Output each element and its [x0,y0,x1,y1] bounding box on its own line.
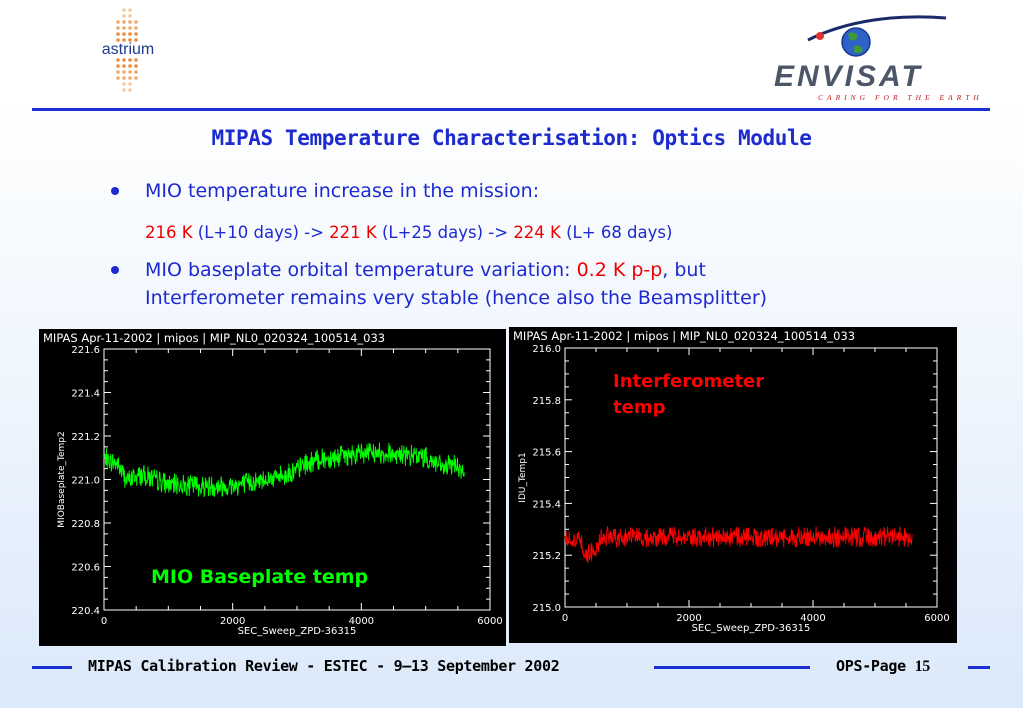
x-tick-label: 0 [562,613,568,624]
y-tick-label: 215.8 [532,396,561,407]
y-tick-label: 215.0 [532,603,561,614]
page-number: 15 [914,658,931,675]
y-tick-label: 220.6 [71,563,100,574]
chart-annotation: temp [613,397,666,418]
bullet-2-line2: Interferometer remains very stable (henc… [145,287,768,309]
page-label: OPS-Page 15 [836,657,930,676]
x-tick-label: 4000 [800,613,825,624]
y-tick-label: 216.0 [532,344,561,355]
astrium-wordmark: astrium [102,41,154,58]
footer-text: MIPAS Calibration Review - ESTEC - 9–13 … [88,657,560,675]
temp-text-3: (L+ 68 days) [560,223,673,242]
bullet-1-text: MIO temperature increase in the mission: [145,180,540,202]
slide-title: MIPAS Temperature Characterisation: Opti… [211,126,812,150]
mio-baseplate-chart: MIPAS Apr-11-2002 | mipos | MIP_NL0_0203… [39,329,506,646]
chart-header: MIPAS Apr-11-2002 | mipos | MIP_NL0_0203… [513,329,855,343]
globe-icon [841,27,871,57]
interferometer-plot: MIPAS Apr-11-2002 | mipos | MIP_NL0_0203… [513,329,950,634]
orbit-swoosh-icon [807,15,947,42]
astrium-dots-icon: astrium [102,8,154,92]
astrium-logo: astrium [88,4,168,100]
temp-value-221: 221 K [329,223,377,242]
envisat-logo: ENVISAT CARING FOR THE EARTH [768,14,980,106]
bullet-2-line1: MIO baseplate orbital temperature variat… [145,256,706,284]
satellite-dot-icon [816,32,824,40]
x-tick-label: 6000 [924,613,949,624]
temp-value-224: 224 K [513,223,561,242]
interferometer-chart: MIPAS Apr-11-2002 | mipos | MIP_NL0_0203… [509,327,957,643]
bullet-2-text-a: MIO baseplate orbital temperature variat… [145,259,577,281]
header-rule [32,108,990,111]
bullet-1-subline: 216 K (L+10 days) -> 221 K (L+25 days) -… [145,219,672,247]
y-tick-label: 221.4 [71,389,100,400]
y-tick-label: 220.4 [71,606,100,617]
mio-baseplate-plot: MIPAS Apr-11-2002 | mipos | MIP_NL0_0203… [43,331,503,637]
footer-rule-middle [654,666,810,669]
y-tick-label: 221.0 [71,476,100,487]
chart-header: MIPAS Apr-11-2002 | mipos | MIP_NL0_0203… [43,331,385,345]
x-tick-label: 6000 [477,616,502,627]
x-tick-label: 2000 [220,616,245,627]
y-tick-label: 221.2 [71,432,100,443]
x-tick-label: 2000 [676,613,701,624]
bullet-dot-icon [111,187,119,195]
temp-value-216: 216 K [145,223,193,242]
x-axis-label: SEC_Sweep_ZPD-36315 [692,623,811,634]
footer-rule-left [32,666,72,669]
bullet-dot-icon [111,266,119,274]
y-tick-label: 221.6 [71,345,100,356]
page-label-text: OPS-Page [836,657,915,675]
y-tick-label: 215.6 [532,448,561,459]
y-tick-label: 220.8 [71,519,100,530]
bullet-2-value: 0.2 K p-p [576,259,663,281]
y-axis-label: IDU_Temp1 [518,452,528,502]
envisat-wordmark: ENVISAT [774,60,923,93]
y-tick-label: 215.4 [532,499,561,510]
envisat-tagline: CARING FOR THE EARTH [818,93,980,102]
data-series-line [564,526,913,564]
x-tick-label: 4000 [349,616,374,627]
footer-rule-right [968,666,990,669]
chart-annotation: Interferometer [613,371,764,392]
y-axis-label: MIOBaseplate_Temp2 [57,431,67,527]
temp-text-2: (L+25 days) -> [376,223,514,242]
x-axis-label: SEC_Sweep_ZPD-36315 [238,626,357,637]
bullet-2-text-b: , but [662,259,706,281]
y-tick-label: 215.2 [532,551,561,562]
x-tick-label: 0 [101,616,107,627]
chart-annotation: MIO Baseplate temp [151,566,368,588]
temp-text-1: (L+10 days) -> [192,223,330,242]
data-series-line [103,442,465,498]
